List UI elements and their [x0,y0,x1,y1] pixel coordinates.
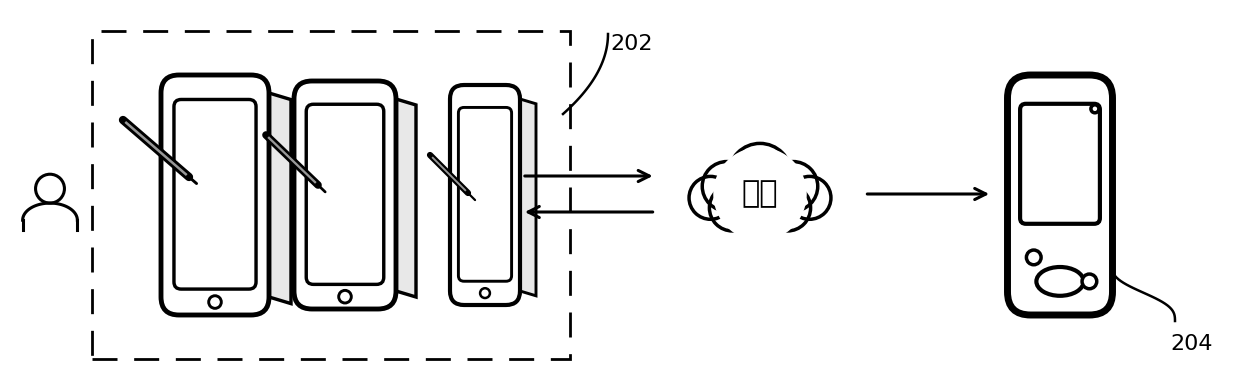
Text: 204: 204 [1171,334,1213,354]
Bar [92,31,570,359]
Circle shape [789,176,831,219]
Text: 202: 202 [610,34,652,54]
Circle shape [713,147,807,241]
Polygon shape [396,99,415,297]
Ellipse shape [1037,267,1084,296]
Circle shape [729,144,791,206]
Circle shape [702,161,751,211]
Circle shape [737,188,784,234]
Circle shape [769,161,817,211]
FancyBboxPatch shape [1021,104,1100,224]
FancyBboxPatch shape [1007,75,1112,315]
FancyBboxPatch shape [450,85,520,305]
Circle shape [1091,105,1099,113]
Circle shape [1027,250,1042,265]
Circle shape [764,185,811,231]
FancyBboxPatch shape [174,100,255,289]
FancyBboxPatch shape [294,81,396,309]
Circle shape [689,176,732,219]
Circle shape [36,174,64,203]
Text: 网络: 网络 [742,179,779,209]
FancyBboxPatch shape [306,104,383,284]
Circle shape [480,288,490,298]
Polygon shape [269,93,291,303]
Circle shape [1083,274,1096,289]
FancyBboxPatch shape [459,107,512,281]
Polygon shape [520,99,536,296]
Circle shape [208,296,221,308]
Circle shape [339,290,351,303]
Circle shape [709,185,755,231]
FancyBboxPatch shape [161,75,269,315]
